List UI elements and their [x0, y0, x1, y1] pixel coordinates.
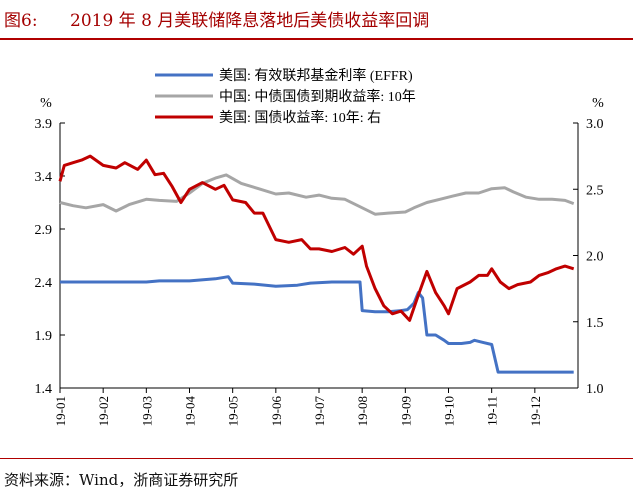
x-tick-label: 19-10: [442, 396, 457, 426]
right-tick-label: 1.5: [586, 316, 604, 331]
x-tick-label: 19-02: [96, 396, 111, 426]
x-tick-label: 19-05: [226, 396, 241, 426]
left-axis-unit: %: [40, 96, 52, 111]
right-tick-label: 2.5: [586, 183, 604, 198]
legend-label: 中国: 中债国债到期收益率: 10年: [219, 88, 416, 105]
x-tick-label: 19-11: [485, 396, 500, 426]
source-footer: 资料来源：Wind，浙商证券研究所: [0, 458, 633, 501]
right-tick-label: 3.0: [586, 117, 604, 132]
right-tick-label: 2.0: [586, 250, 604, 265]
x-tick-label: 19-09: [398, 396, 413, 426]
figure-header: 图6: 2019 年 8 月美联储降息落地后美债收益率回调: [0, 0, 633, 40]
left-tick-label: 3.9: [35, 117, 53, 132]
source-note: 资料来源：Wind，浙商证券研究所: [4, 471, 239, 489]
legend-label: 美国: 国债收益率: 10年: 右: [219, 109, 381, 126]
line-chart: % % 3.9 3.4 2.9 2.4 1.9 1.4 3.0 2.5 2.0 1.5 1.0 19-01…: [35, 67, 605, 427]
x-tick-label: 19-01: [53, 396, 68, 426]
left-tick-label: 2.4: [35, 276, 53, 291]
figure-title: 2019 年 8 月美联储降息落地后美债收益率回调: [70, 11, 430, 31]
left-tick-label: 1.4: [35, 382, 53, 397]
series-line-0: [60, 275, 574, 374]
figure-label: 图6:: [4, 11, 38, 31]
right-tick-label: 1.0: [586, 382, 604, 397]
series-line-1: [59, 173, 575, 216]
series-line-2: [58, 154, 575, 322]
x-tick-label: 19-03: [139, 396, 154, 426]
x-tick-label: 19-04: [183, 396, 198, 427]
x-tick-label: 19-08: [355, 396, 370, 426]
left-tick-label: 1.9: [35, 329, 53, 344]
left-tick-label: 3.4: [35, 170, 53, 185]
x-tick-label: 19-12: [528, 396, 543, 426]
right-axis-unit: %: [592, 96, 604, 111]
left-tick-label: 2.9: [35, 223, 53, 238]
x-tick-label: 19-06: [269, 396, 284, 427]
legend-label: 美国: 有效联邦基金利率 (EFFR): [219, 67, 413, 84]
x-tick-label: 19-07: [312, 396, 327, 427]
